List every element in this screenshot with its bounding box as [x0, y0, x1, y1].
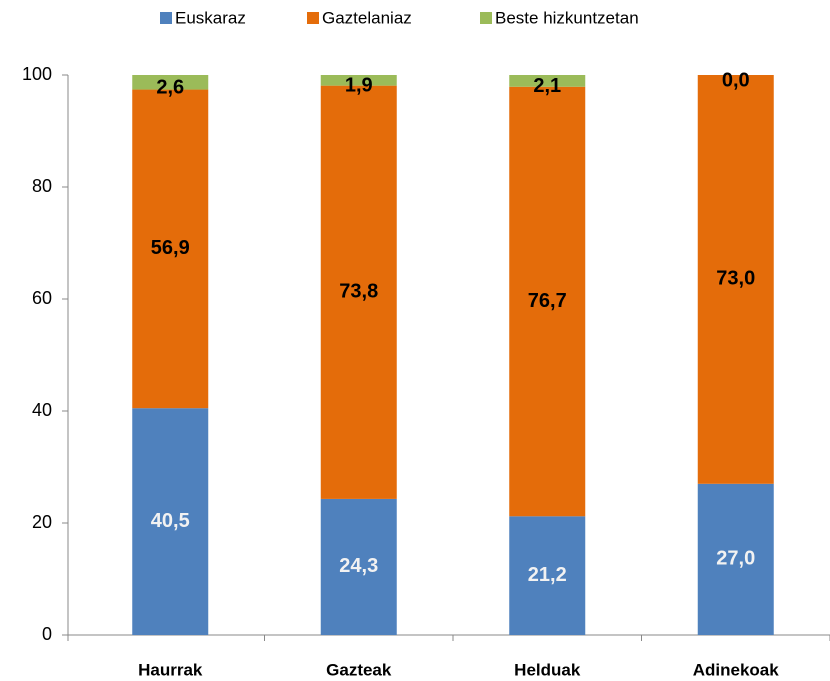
data-label: 0,0 [722, 69, 750, 91]
legend-label: Beste hizkuntzetan [495, 8, 639, 27]
bar-segment [697, 75, 774, 484]
y-tick-label: 100 [22, 64, 52, 84]
data-label: 2,6 [156, 77, 184, 99]
data-label: 76,7 [528, 290, 567, 312]
y-tick-label: 60 [32, 288, 52, 308]
bar-segment [132, 89, 209, 409]
data-label: 21,2 [528, 564, 567, 586]
legend-label: Euskaraz [175, 8, 246, 27]
bar-segment [320, 498, 397, 635]
data-label: 27,0 [716, 548, 755, 570]
y-tick-label: 20 [32, 512, 52, 532]
bar-segment [320, 75, 397, 86]
legend-swatch [307, 12, 319, 24]
data-label: 73,8 [339, 281, 378, 303]
legend-label: Gaztelaniaz [322, 8, 412, 27]
x-tick-label: Helduak [514, 660, 581, 679]
bar-segment [320, 85, 397, 499]
y-tick-label: 40 [32, 400, 52, 420]
bar-segment [509, 75, 586, 87]
legend-swatch [160, 12, 172, 24]
bar-segment [697, 483, 774, 635]
y-tick-label: 0 [42, 624, 52, 644]
data-label: 1,9 [345, 75, 373, 97]
legend-swatch [480, 12, 492, 24]
bar-segment [132, 75, 209, 90]
bar-segment [132, 408, 209, 635]
bar-segment [509, 516, 586, 635]
bar-segment [509, 86, 586, 517]
data-label: 2,1 [533, 75, 561, 97]
x-tick-label: Adinekoak [693, 660, 780, 679]
data-label: 40,5 [151, 510, 190, 532]
x-tick-label: Haurrak [138, 660, 203, 679]
data-label: 24,3 [339, 555, 378, 577]
data-label: 56,9 [151, 237, 190, 259]
x-tick-label: Gazteak [326, 660, 392, 679]
data-label: 73,0 [716, 268, 755, 290]
y-tick-label: 80 [32, 176, 52, 196]
